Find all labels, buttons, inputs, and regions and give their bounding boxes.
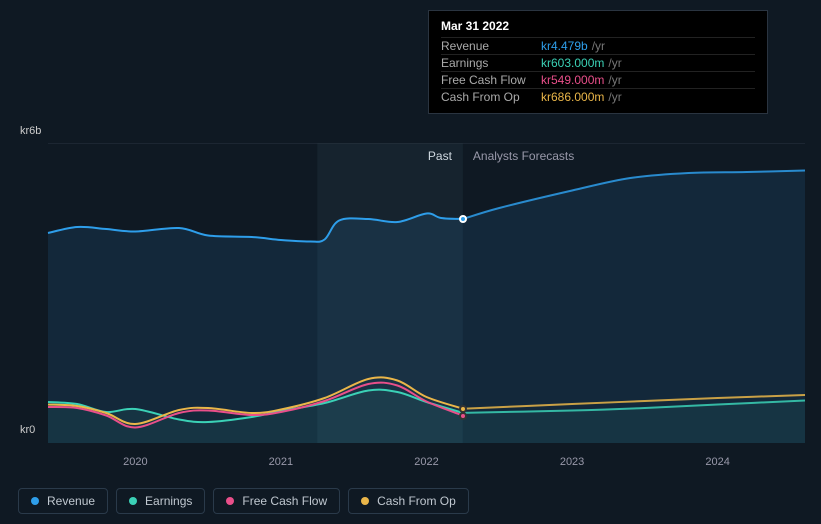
legend-dot-earnings — [129, 497, 137, 505]
legend-item-revenue[interactable]: Revenue — [18, 488, 108, 514]
y-axis-label-max: kr6b — [20, 125, 41, 137]
x-axis-label: 2020 — [123, 456, 147, 468]
legend-item-fcf[interactable]: Free Cash Flow — [213, 488, 340, 514]
tooltip-title: Mar 31 2022 — [441, 19, 755, 33]
tooltip-row-label: Revenue — [441, 39, 541, 53]
tooltip-row-label: Free Cash Flow — [441, 73, 541, 87]
x-axis-label: 2023 — [560, 456, 584, 468]
legend-label-fcf: Free Cash Flow — [242, 494, 327, 508]
tooltip-row-suffix: /yr — [608, 56, 621, 70]
x-axis-label: 2022 — [414, 456, 438, 468]
tooltip-row-value: kr549.000m — [541, 73, 604, 87]
section-label-forecast: Analysts Forecasts — [473, 149, 574, 163]
hover-marker-revenue — [459, 215, 467, 223]
legend-item-cashop[interactable]: Cash From Op — [348, 488, 469, 514]
tooltip-row-value: kr603.000m — [541, 56, 604, 70]
tooltip-row-suffix: /yr — [608, 73, 621, 87]
x-axis-label: 2024 — [705, 456, 729, 468]
legend-label-cashop: Cash From Op — [377, 494, 456, 508]
plot-area[interactable] — [18, 143, 805, 443]
legend-label-revenue: Revenue — [47, 494, 95, 508]
legend-label-earnings: Earnings — [145, 494, 192, 508]
legend-dot-fcf — [226, 497, 234, 505]
legend: Revenue Earnings Free Cash Flow Cash Fro… — [18, 488, 469, 514]
legend-dot-cashop — [361, 497, 369, 505]
tooltip-row: Free Cash Flowkr549.000m/yr — [441, 71, 755, 88]
financials-chart: kr6b kr0 Past Analysts Forecasts 2020202… — [18, 0, 803, 524]
tooltip-row-value: kr686.000m — [541, 90, 604, 104]
tooltip-row-suffix: /yr — [592, 39, 605, 53]
section-label-past: Past — [428, 149, 452, 163]
hover-tooltip: Mar 31 2022 Revenuekr4.479b/yrEarningskr… — [428, 10, 768, 114]
tooltip-row-label: Cash From Op — [441, 90, 541, 104]
tooltip-row: Revenuekr4.479b/yr — [441, 37, 755, 54]
tooltip-row: Earningskr603.000m/yr — [441, 54, 755, 71]
legend-item-earnings[interactable]: Earnings — [116, 488, 205, 514]
tooltip-row-value: kr4.479b — [541, 39, 588, 53]
x-axis-label: 2021 — [269, 456, 293, 468]
tooltip-row-suffix: /yr — [608, 90, 621, 104]
hover-marker-fcf — [459, 412, 467, 420]
tooltip-row: Cash From Opkr686.000m/yr — [441, 88, 755, 105]
legend-dot-revenue — [31, 497, 39, 505]
tooltip-row-label: Earnings — [441, 56, 541, 70]
